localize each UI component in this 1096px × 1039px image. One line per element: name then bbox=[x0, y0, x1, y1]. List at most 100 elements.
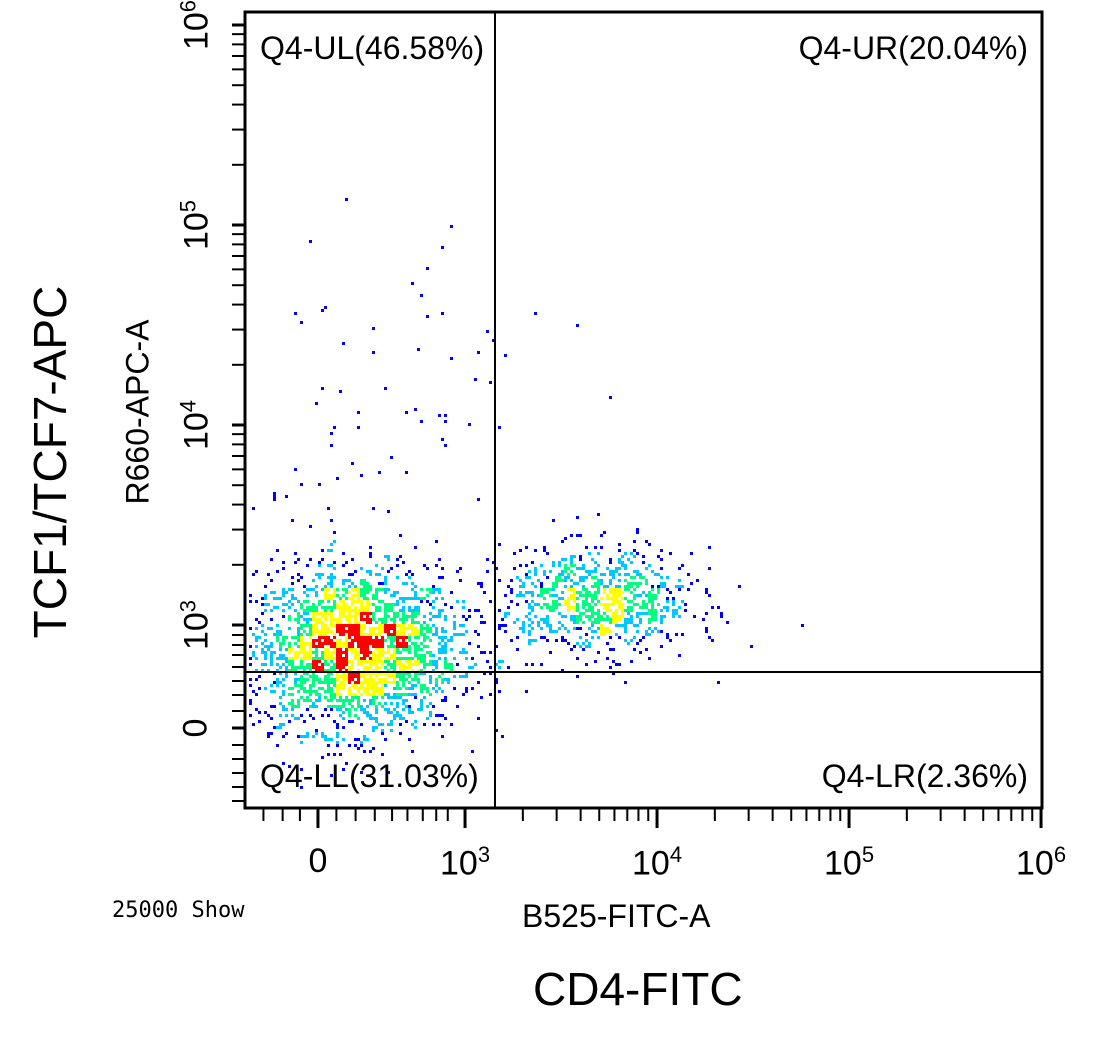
data-point bbox=[447, 666, 450, 669]
data-point bbox=[573, 609, 576, 612]
data-point bbox=[321, 663, 324, 666]
data-point bbox=[315, 663, 318, 666]
data-point bbox=[396, 591, 399, 594]
data-point bbox=[384, 588, 387, 591]
data-point bbox=[387, 660, 390, 663]
data-point bbox=[366, 597, 369, 600]
data-point bbox=[354, 654, 357, 657]
data-point bbox=[300, 657, 303, 660]
data-point bbox=[516, 618, 519, 621]
data-point bbox=[591, 606, 594, 609]
data-point bbox=[279, 654, 282, 657]
data-point bbox=[339, 615, 342, 618]
data-point bbox=[591, 594, 594, 597]
data-point bbox=[570, 615, 573, 618]
data-point bbox=[411, 630, 414, 633]
data-point bbox=[381, 660, 384, 663]
data-point bbox=[282, 657, 285, 660]
data-point bbox=[519, 594, 522, 597]
data-point bbox=[330, 444, 333, 447]
data-point bbox=[339, 657, 342, 660]
data-point bbox=[558, 603, 561, 606]
data-point bbox=[591, 570, 594, 573]
data-point bbox=[447, 678, 450, 681]
data-point bbox=[384, 591, 387, 594]
data-point bbox=[444, 651, 447, 654]
data-point bbox=[651, 615, 654, 618]
data-point bbox=[465, 672, 468, 675]
data-point bbox=[387, 645, 390, 648]
data-point bbox=[654, 597, 657, 600]
data-point bbox=[474, 663, 477, 666]
data-point bbox=[393, 663, 396, 666]
data-point bbox=[636, 615, 639, 618]
data-point bbox=[321, 600, 324, 603]
data-point bbox=[321, 633, 324, 636]
data-point bbox=[258, 720, 261, 723]
data-point bbox=[264, 711, 267, 714]
data-point bbox=[339, 645, 342, 648]
data-point bbox=[354, 639, 357, 642]
data-point bbox=[486, 660, 489, 663]
data-point bbox=[396, 624, 399, 627]
data-point bbox=[462, 606, 465, 609]
data-point bbox=[513, 552, 516, 555]
data-point bbox=[357, 639, 360, 642]
data-point bbox=[330, 621, 333, 624]
data-point bbox=[429, 591, 432, 594]
data-point bbox=[423, 684, 426, 687]
data-point bbox=[585, 594, 588, 597]
data-point bbox=[294, 636, 297, 639]
data-point bbox=[414, 597, 417, 600]
data-point bbox=[339, 654, 342, 657]
data-point bbox=[315, 732, 318, 735]
data-point bbox=[375, 606, 378, 609]
data-point bbox=[528, 633, 531, 636]
data-point bbox=[315, 666, 318, 669]
data-point bbox=[420, 600, 423, 603]
data-point bbox=[297, 645, 300, 648]
data-point bbox=[558, 621, 561, 624]
y-tick-base: 0 bbox=[176, 718, 215, 738]
data-point bbox=[252, 654, 255, 657]
data-point bbox=[426, 663, 429, 666]
data-point bbox=[360, 636, 363, 639]
data-point bbox=[627, 558, 630, 561]
data-point bbox=[429, 603, 432, 606]
data-point bbox=[324, 594, 327, 597]
data-point bbox=[597, 588, 600, 591]
data-point bbox=[276, 549, 279, 552]
data-point bbox=[420, 690, 423, 693]
data-point bbox=[375, 591, 378, 594]
data-point bbox=[312, 609, 315, 612]
data-point bbox=[408, 636, 411, 639]
data-point bbox=[372, 351, 375, 354]
data-point bbox=[324, 690, 327, 693]
data-point bbox=[591, 636, 594, 639]
data-point bbox=[618, 615, 621, 618]
data-point bbox=[390, 633, 393, 636]
data-point bbox=[441, 639, 444, 642]
data-point bbox=[411, 669, 414, 672]
data-point bbox=[315, 729, 318, 732]
data-point bbox=[291, 603, 294, 606]
data-point bbox=[339, 624, 342, 627]
data-point bbox=[342, 657, 345, 660]
data-point bbox=[597, 513, 600, 516]
data-point bbox=[582, 576, 585, 579]
data-point bbox=[441, 681, 444, 684]
data-point bbox=[324, 657, 327, 660]
data-point bbox=[315, 705, 318, 708]
data-point bbox=[510, 639, 513, 642]
data-point bbox=[375, 639, 378, 642]
data-point bbox=[579, 591, 582, 594]
data-point bbox=[618, 543, 621, 546]
data-point bbox=[570, 570, 573, 573]
data-point bbox=[636, 612, 639, 615]
data-point bbox=[357, 687, 360, 690]
data-point bbox=[366, 582, 369, 585]
data-point bbox=[381, 567, 384, 570]
data-point bbox=[366, 591, 369, 594]
data-point bbox=[360, 744, 363, 747]
data-point bbox=[564, 639, 567, 642]
